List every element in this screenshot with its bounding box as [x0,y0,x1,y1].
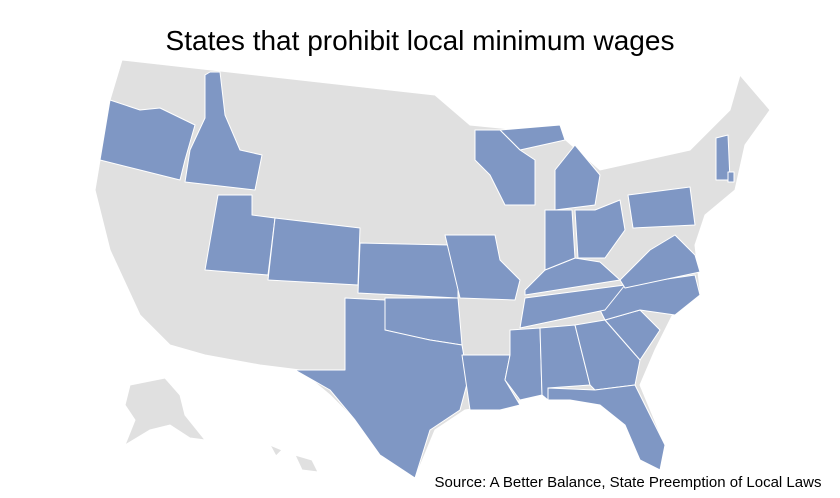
state [627,186,696,229]
state [294,297,469,479]
state [184,71,263,191]
state [554,144,601,211]
hawaii [268,443,283,457]
state [444,234,521,301]
state [727,171,735,183]
state [547,384,666,471]
state [357,242,459,299]
state [99,99,196,181]
state [267,217,361,286]
state [619,234,701,289]
state [544,209,576,271]
prohibiting-states [99,71,735,479]
state [574,199,626,259]
source-note: Source: A Better Balance, State Preempti… [435,474,822,491]
map-title: States that prohibit local minimum wages [166,25,675,56]
alaska [123,377,207,447]
state [519,284,626,329]
state [474,129,536,206]
hawaii [294,454,319,473]
